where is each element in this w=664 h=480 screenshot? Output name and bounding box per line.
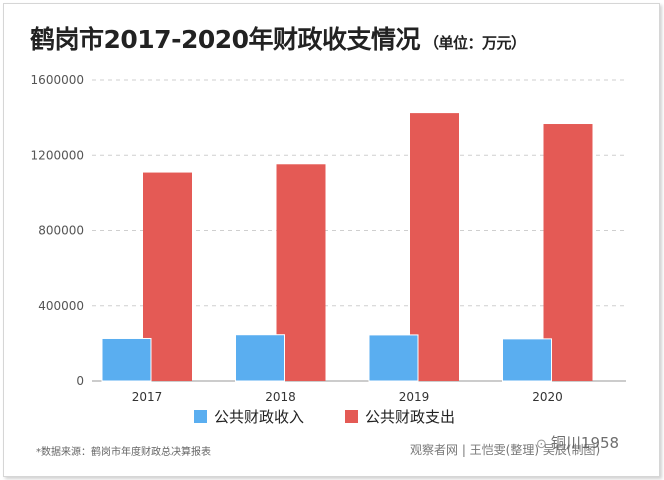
bar-expenditure-2020 bbox=[543, 124, 593, 382]
legend-swatch-expenditure bbox=[345, 410, 358, 423]
chart-title: 鹤岗市2017-2020年财政收支情况 （单位：万元） bbox=[30, 20, 526, 56]
x-tick-label: 2020 bbox=[532, 390, 563, 404]
unit-label: （单位：万元） bbox=[424, 34, 526, 52]
source-note: *数据来源：鹤岗市年度财政总决算报表 bbox=[36, 447, 211, 458]
watermark: ⊙ 铜川1958 bbox=[536, 432, 619, 453]
legend-label-expenditure: 公共财政支出 bbox=[365, 408, 455, 426]
bar-revenue-2020 bbox=[502, 338, 552, 382]
bar-revenue-2017 bbox=[101, 337, 152, 382]
bar-revenue-2018 bbox=[235, 334, 285, 382]
legend-label-revenue: 公共财政收入 bbox=[214, 408, 304, 426]
watermark-text: 铜川1958 bbox=[550, 434, 620, 452]
y-tick-label: 400000 bbox=[38, 299, 84, 313]
credit-note: 观察者网 | 王恺雯(整理) 吴辰(制图) bbox=[410, 443, 601, 457]
x-tick-label: 2018 bbox=[265, 390, 296, 404]
bar-revenue-2019 bbox=[368, 334, 419, 382]
title-text: 鹤岗市2017-2020年财政收支情况 bbox=[30, 25, 421, 54]
y-tick-label: 0 bbox=[76, 374, 84, 388]
x-tick-label: 2017 bbox=[132, 390, 163, 404]
legend-swatch-revenue bbox=[194, 410, 207, 423]
wechat-icon: ⊙ bbox=[536, 437, 547, 452]
y-tick-label: 800000 bbox=[38, 224, 84, 238]
y-tick-label: 1600000 bbox=[31, 73, 84, 87]
x-tick-label: 2019 bbox=[399, 390, 430, 404]
y-tick-label: 1200000 bbox=[31, 148, 84, 162]
